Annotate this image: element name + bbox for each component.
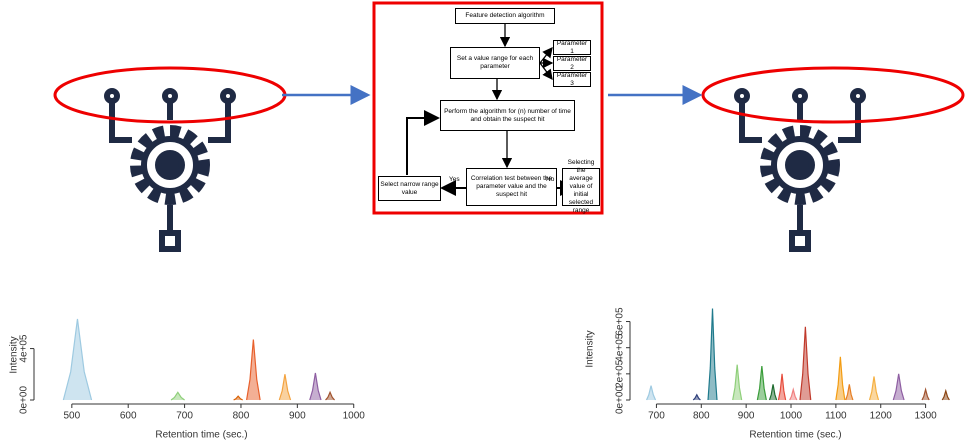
peak-line: [309, 372, 322, 401]
peak-line: [868, 376, 880, 401]
x-tick-label: 1100: [825, 411, 847, 422]
peak-line: [707, 308, 718, 401]
flow-node: Parameter 2: [553, 56, 591, 71]
x-tick-label: 1000: [343, 411, 366, 422]
y-tick-label: 2e+05: [615, 359, 626, 388]
x-tick-label: 900: [289, 411, 306, 422]
peak-line: [278, 374, 292, 401]
flow-node: Correlation test between the parameter v…: [466, 168, 557, 206]
x-axis-label: Retention time (sec.): [155, 430, 247, 441]
y-tick-label: 0e+00: [19, 386, 30, 415]
peak-line: [756, 365, 767, 401]
peak-line: [768, 384, 778, 401]
peak-line: [246, 339, 261, 401]
peak-line: [892, 373, 905, 401]
gear-icon-right: [734, 88, 866, 252]
peak-line: [777, 373, 787, 401]
x-tick-label: 500: [63, 411, 80, 422]
peak-line: [835, 356, 846, 401]
flow-node: Perform the algorithm for (n) number of …: [440, 100, 575, 131]
flow-arrows: [406, 24, 576, 196]
x-tick-label: 800: [233, 411, 250, 422]
peak-line: [799, 326, 812, 401]
x-tick-label: 800: [693, 411, 710, 422]
flow-node: Selecting the average value of initial s…: [562, 159, 600, 214]
peak-line: [646, 385, 657, 401]
peak-line: [921, 387, 930, 401]
peak-line: [325, 390, 336, 401]
peak-line: [62, 318, 93, 401]
peak-line: [170, 391, 185, 401]
highlight-ellipse: [701, 66, 965, 124]
edge-label: Yes: [449, 176, 460, 183]
y-tick-label: 0e+00: [615, 386, 626, 415]
peak-line: [732, 364, 743, 401]
flow-node: Parameter 1: [553, 40, 591, 55]
gear-icon-left: [104, 88, 236, 252]
y-axis-label: Intensity: [9, 336, 20, 373]
x-tick-label: 1300: [914, 411, 937, 422]
y-tick-label: 4e+05: [19, 334, 30, 363]
peak-line: [233, 395, 243, 401]
y-tick-label: 6e+05: [615, 307, 626, 336]
flow-node: Set a value range for each parameter: [450, 47, 540, 79]
peak-line: [941, 388, 950, 401]
x-tick-label: 900: [738, 411, 755, 422]
y-tick-label: 4e+05: [615, 333, 626, 362]
edge-label: No: [546, 176, 555, 183]
x-tick-label: 700: [648, 411, 665, 422]
x-tick-label: 700: [176, 411, 193, 422]
x-tick-label: 600: [120, 411, 137, 422]
x-tick-label: 1200: [870, 411, 893, 422]
flowchart-frame: [372, 1, 604, 215]
peak-line: [789, 387, 798, 401]
y-axis-label: Intensity: [585, 330, 596, 367]
peak-line: [845, 384, 854, 401]
flow-node: Select narrow range value: [378, 176, 441, 201]
flow-node: Parameter 3: [553, 72, 591, 87]
peak-line: [692, 393, 701, 401]
x-axis-label: Retention time (sec.): [749, 430, 841, 441]
x-tick-label: 1000: [780, 411, 803, 422]
flow-node: Feature detection algorithm: [455, 8, 555, 24]
